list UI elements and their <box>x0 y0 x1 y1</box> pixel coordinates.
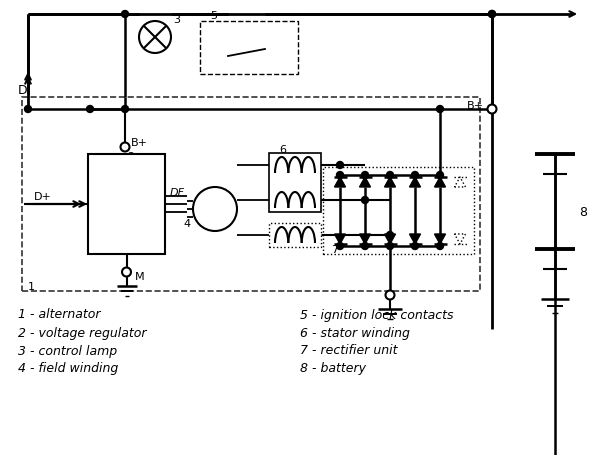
Circle shape <box>488 11 496 19</box>
Polygon shape <box>410 234 421 244</box>
Circle shape <box>139 22 171 54</box>
Text: 4: 4 <box>184 218 191 228</box>
Bar <box>323 167 474 254</box>
Text: 6: 6 <box>279 145 286 155</box>
Text: 7: 7 <box>331 244 338 254</box>
Text: 4 - field winding: 4 - field winding <box>18 362 118 374</box>
Bar <box>269 154 321 212</box>
Text: D+: D+ <box>34 192 52 202</box>
Polygon shape <box>359 177 371 187</box>
Polygon shape <box>410 177 421 187</box>
Text: 6 - stator winding: 6 - stator winding <box>300 326 410 339</box>
Text: B+: B+ <box>131 138 148 148</box>
Circle shape <box>412 243 419 250</box>
Circle shape <box>337 243 344 250</box>
Circle shape <box>488 105 497 114</box>
Circle shape <box>437 172 443 179</box>
Circle shape <box>386 232 394 239</box>
Circle shape <box>193 187 237 232</box>
Text: DF: DF <box>170 187 185 197</box>
Circle shape <box>86 106 94 113</box>
Text: 5: 5 <box>210 11 217 21</box>
Bar <box>200 22 298 75</box>
Text: 1: 1 <box>28 281 35 291</box>
Circle shape <box>122 11 128 19</box>
Text: 3: 3 <box>173 15 180 25</box>
Circle shape <box>362 172 368 179</box>
Circle shape <box>337 162 344 169</box>
Bar <box>269 223 321 248</box>
Text: 1 - alternator: 1 - alternator <box>18 308 101 321</box>
Text: M: M <box>134 271 144 281</box>
Circle shape <box>386 243 394 250</box>
Circle shape <box>362 243 368 250</box>
Bar <box>22 98 480 291</box>
Polygon shape <box>434 234 446 244</box>
Text: 8 - battery: 8 - battery <box>300 362 366 374</box>
Text: 7 - rectifier unit: 7 - rectifier unit <box>300 344 398 357</box>
Circle shape <box>337 172 344 179</box>
Circle shape <box>25 106 32 113</box>
Text: 2 - voltage regulator: 2 - voltage regulator <box>18 326 146 339</box>
Circle shape <box>412 172 419 179</box>
Polygon shape <box>385 234 395 244</box>
Text: 2: 2 <box>127 152 134 162</box>
Circle shape <box>121 143 130 152</box>
Text: 5 - ignition lock contacts: 5 - ignition lock contacts <box>300 308 454 321</box>
Circle shape <box>362 197 368 204</box>
Text: B+: B+ <box>467 101 484 111</box>
Circle shape <box>386 172 394 179</box>
Polygon shape <box>434 177 446 187</box>
Circle shape <box>122 106 128 113</box>
Polygon shape <box>335 234 346 244</box>
Circle shape <box>488 11 496 19</box>
Polygon shape <box>359 234 371 244</box>
Circle shape <box>488 106 496 113</box>
Polygon shape <box>385 177 395 187</box>
Bar <box>88 155 165 254</box>
Text: D: D <box>18 83 28 96</box>
Polygon shape <box>335 177 346 187</box>
Text: 3 - control lamp: 3 - control lamp <box>18 344 117 357</box>
Text: 8: 8 <box>579 206 587 218</box>
Circle shape <box>122 268 131 277</box>
Circle shape <box>386 291 395 300</box>
Circle shape <box>437 243 443 250</box>
Circle shape <box>437 106 443 113</box>
